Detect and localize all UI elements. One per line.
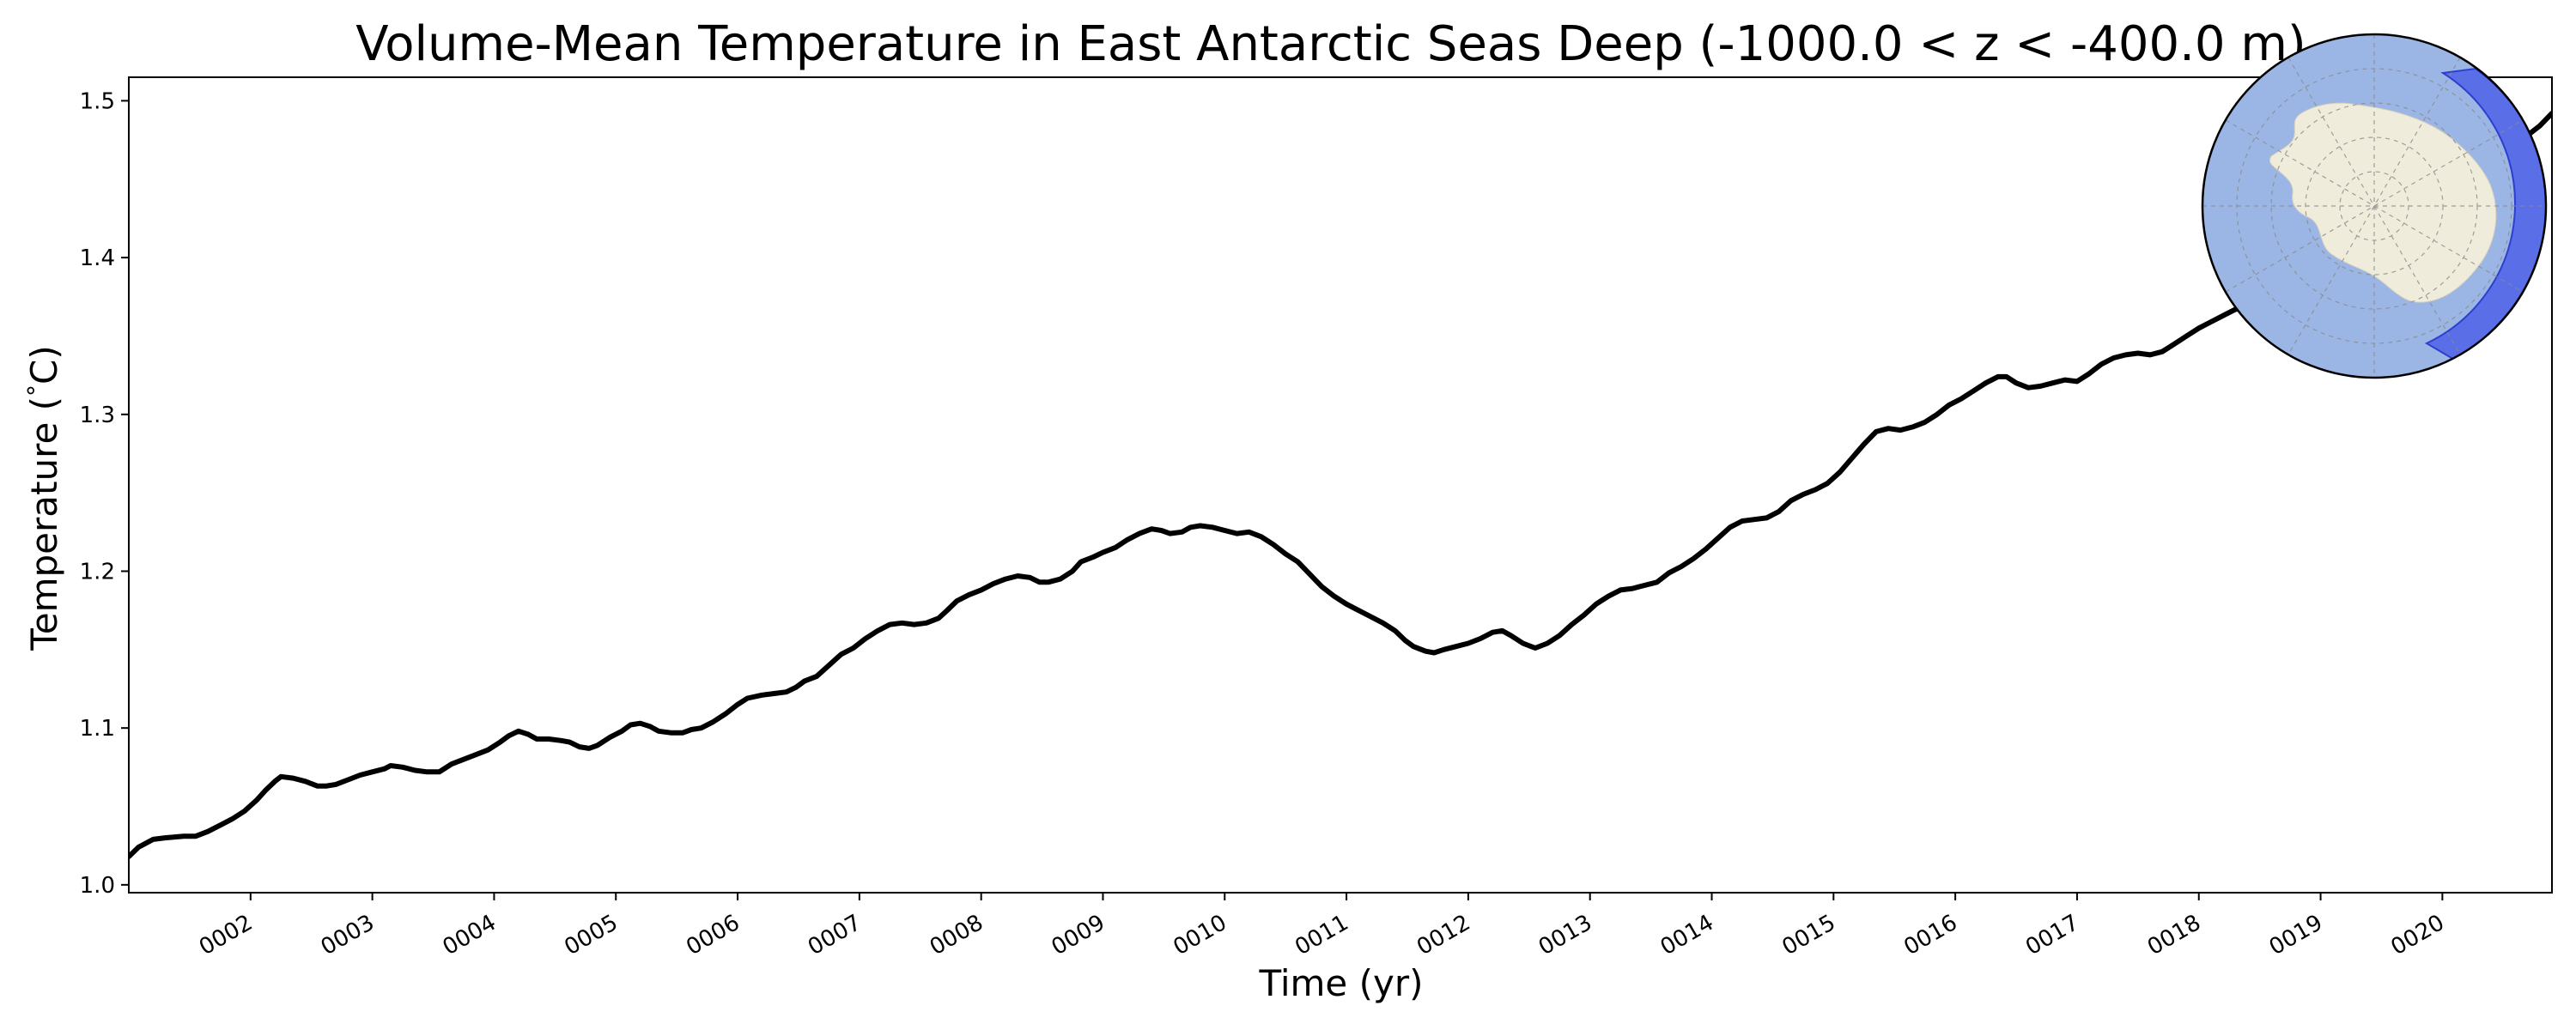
y-ticks: 1.0 1.1 1.2 1.3 1.4 1.5 [80, 88, 129, 899]
map-graticule [2203, 35, 2545, 377]
map-antarctica-land [2269, 102, 2497, 303]
x-axis-label: Time (yr) [1258, 962, 1423, 1004]
y-tick-label: 1.0 [80, 873, 115, 899]
antarctica-inset-map [2201, 33, 2548, 379]
temperature-series-line [129, 111, 2552, 859]
map-outline [2201, 33, 2548, 379]
plot-frame [128, 76, 2553, 894]
y-tick-label: 1.3 [80, 403, 115, 428]
y-tick-label: 1.2 [80, 559, 115, 585]
y-tick-label: 1.1 [80, 716, 115, 742]
y-axis-label: Temperature (°C) [22, 345, 65, 651]
y-tick-label: 1.4 [80, 245, 115, 271]
y-axis-label-group: Temperature (°C) [22, 345, 65, 651]
chart-title: Volume-Mean Temperature in East Antarcti… [355, 16, 2306, 72]
y-tick-label: 1.5 [80, 88, 115, 114]
